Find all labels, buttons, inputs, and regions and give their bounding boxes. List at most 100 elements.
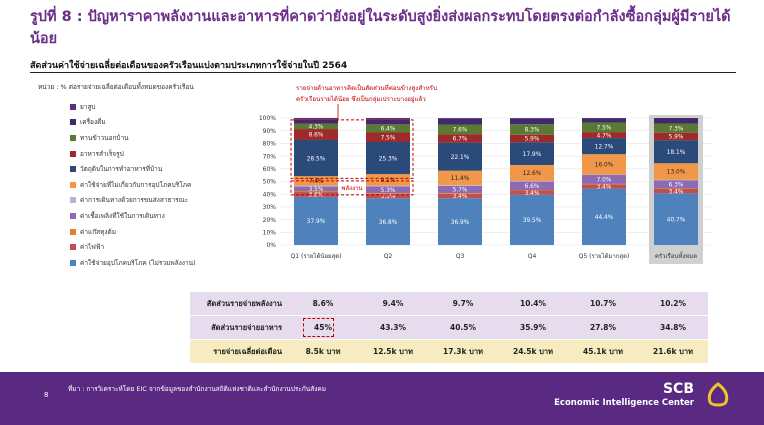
data-label: 25.3% [379, 156, 398, 162]
bar-segment [654, 188, 698, 189]
data-label: 36.9% [451, 220, 470, 226]
legend-label: ค่าใช้จ่ายอุปโภคบริโภค (ไม่รวมพลังงาน) [80, 258, 196, 267]
table-cell: 45.1k บาท [582, 346, 624, 356]
food-annotation-line-2: ครัวเรือนรายได้น้อย ซึ่งเป็นกลุ่มเปราะบา… [296, 94, 426, 103]
bar-segment [654, 132, 698, 141]
bar-segment [438, 118, 482, 119]
data-label: 13.0% [667, 170, 686, 176]
legend-item: ค่าการเดินทางด้วยการขนส่งสาธารณะ [70, 193, 196, 209]
food-annotation-line-1: รายจ่ายด้านอาหารคิดเป็นสัดส่วนที่ค่อนข้า… [296, 83, 437, 92]
legend-swatch [70, 166, 76, 173]
bar-segment [366, 193, 410, 194]
data-label: 44.4% [595, 215, 614, 221]
legend-label: ค่าการเดินทางด้วยการขนส่งสาธารณะ [80, 196, 189, 205]
bar-segment [438, 170, 482, 186]
food-highlight-box [290, 119, 414, 179]
bar-segment [438, 193, 482, 199]
x-tick-label: Q4 [528, 253, 537, 260]
bar-segment [366, 142, 410, 175]
bar-segment [294, 123, 338, 130]
data-label: 12.7% [595, 144, 614, 150]
data-label: 8.3% [525, 128, 540, 134]
table-cell: 45% [314, 323, 332, 332]
row-label: สัดส่วนรายจ่ายอาหาร [211, 322, 282, 332]
bar-segment [510, 142, 554, 165]
y-tick-label: 50% [263, 179, 277, 186]
legend-swatch [70, 103, 76, 110]
bar-segment [654, 118, 698, 124]
legend-item: ทานข้าวนอกบ้าน [70, 130, 196, 146]
bar-segment [294, 129, 338, 140]
row-label: รายจ่ายเฉลี่ยต่อเดือน [213, 346, 282, 356]
table-row: รายจ่ายเฉลี่ยต่อเดือน 8.5k บาท 12.5k บาท 17… [190, 340, 708, 364]
y-tick-label: 40% [263, 191, 277, 198]
legend-swatch [70, 259, 76, 266]
legend-label: เครื่องดื่ม [80, 118, 106, 127]
brand-subtitle: Economic Intelligence Center [554, 398, 694, 408]
data-label: 3.5% [381, 194, 396, 200]
data-label: 18.1% [667, 150, 686, 156]
unit-note: หน่วย : % ต่อรายจ่ายเฉลี่ยต่อเดือนทั้งหม… [38, 83, 194, 91]
table-cell: 43.3% [379, 323, 407, 332]
data-label: 39.5% [523, 218, 542, 224]
legend-item: ค่าใช้จ่ายที่ไม่เกี่ยวกับการอุปโภคบริโภค [70, 177, 196, 193]
data-label: 7.6% [453, 128, 468, 134]
legend-item: อาหารสำเร็จรูป [70, 146, 196, 162]
chart-legend: ยาสูบเครื่องดื่มทานข้าวนอกบ้าน อาหารสำเร็… [70, 99, 196, 271]
bar-segment [654, 188, 698, 194]
bar-segment [438, 134, 482, 143]
bar-segment [366, 198, 410, 245]
bar-segment [366, 186, 410, 194]
y-tick-label: 70% [263, 153, 277, 160]
legend-item: ยาสูบ [70, 99, 196, 115]
legend-swatch [70, 134, 76, 141]
data-label: 7.3% [669, 126, 684, 132]
data-label: 8.6% [309, 133, 324, 139]
legend-swatch [70, 181, 76, 188]
bar-segment [510, 180, 554, 182]
bar-segment [510, 190, 554, 195]
x-tick-label: Q3 [456, 253, 465, 260]
x-tick-label: Q5 (รายได้มากสุด) [579, 252, 630, 260]
bar-segment [438, 118, 482, 125]
bar-segment [294, 139, 338, 177]
y-tick-label: 90% [263, 128, 277, 135]
bar-segment [294, 118, 338, 120]
y-tick-label: 100% [259, 115, 276, 122]
data-label: 16.0% [595, 163, 614, 169]
data-label: 5.9% [525, 137, 540, 143]
row-label: สัดส่วนรายจ่ายพลังงาน [206, 298, 282, 308]
legend-item: ค่าแก๊สหุงต้ม [70, 224, 196, 240]
data-label: 6.3% [669, 183, 684, 189]
subtitle-divider [30, 72, 736, 73]
data-label: 40.7% [667, 217, 686, 223]
data-label: 4.3% [309, 125, 324, 131]
energy-annotation: พลังงาน [342, 185, 363, 192]
legend-item: ค่าใช้จ่ายอุปโภคบริโภค (ไม่รวมพลังงาน) [70, 255, 196, 271]
data-label: 4.7% [597, 133, 612, 139]
table-cell: 12.5k บาท [372, 346, 414, 356]
bar-segment [438, 124, 482, 135]
legend-swatch [70, 119, 76, 126]
x-tick-label: Q1 (รายได้น้อยสุด) [291, 252, 342, 260]
legend-item: เครื่องดื่ม [70, 115, 196, 131]
y-tick-label: 80% [263, 141, 277, 148]
bar-segment [366, 119, 410, 125]
chart-subtitle: สัดส่วนค่าใช้จ่ายเฉลี่ยต่อเดือนของครัวเร… [30, 61, 348, 71]
bar-segment [654, 179, 698, 181]
legend-label: ค่าใช้จ่ายที่ไม่เกี่ยวกับการอุปโภคบริโภค [80, 180, 192, 189]
bar-segment [582, 184, 626, 189]
table-cell: 10.4% [519, 299, 547, 308]
y-tick-label: 30% [263, 204, 277, 211]
data-label: 3.4% [669, 189, 684, 195]
legend-label: ค่าแก๊สหุงต้ม [80, 227, 117, 236]
page-title: รูปที่ 8 : ปัญหาราคาพลังงานและอาหารที่คา… [30, 9, 731, 47]
summary-table: สัดส่วนรายจ่ายพลังงาน 8.6% 9.4% 9.7% 10.4% 10… [190, 292, 708, 364]
bar-segment [654, 140, 698, 164]
x-tick-label: ครัวเรือนทั้งหมด [655, 250, 697, 260]
bar-segment [438, 198, 482, 245]
y-tick-label: 20% [263, 217, 277, 224]
bar-segment [294, 196, 338, 245]
bar-segment [438, 142, 482, 171]
bar-segment [366, 132, 410, 143]
